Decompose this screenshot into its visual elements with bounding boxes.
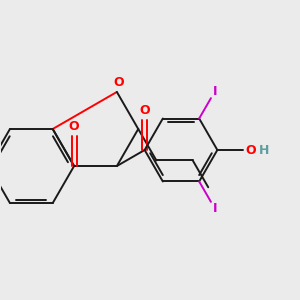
Text: O: O: [139, 104, 150, 117]
Text: O: O: [245, 143, 256, 157]
Text: O: O: [114, 76, 124, 89]
Text: I: I: [212, 202, 217, 215]
Text: O: O: [69, 120, 80, 133]
Text: I: I: [212, 85, 217, 98]
Text: H: H: [259, 143, 270, 157]
